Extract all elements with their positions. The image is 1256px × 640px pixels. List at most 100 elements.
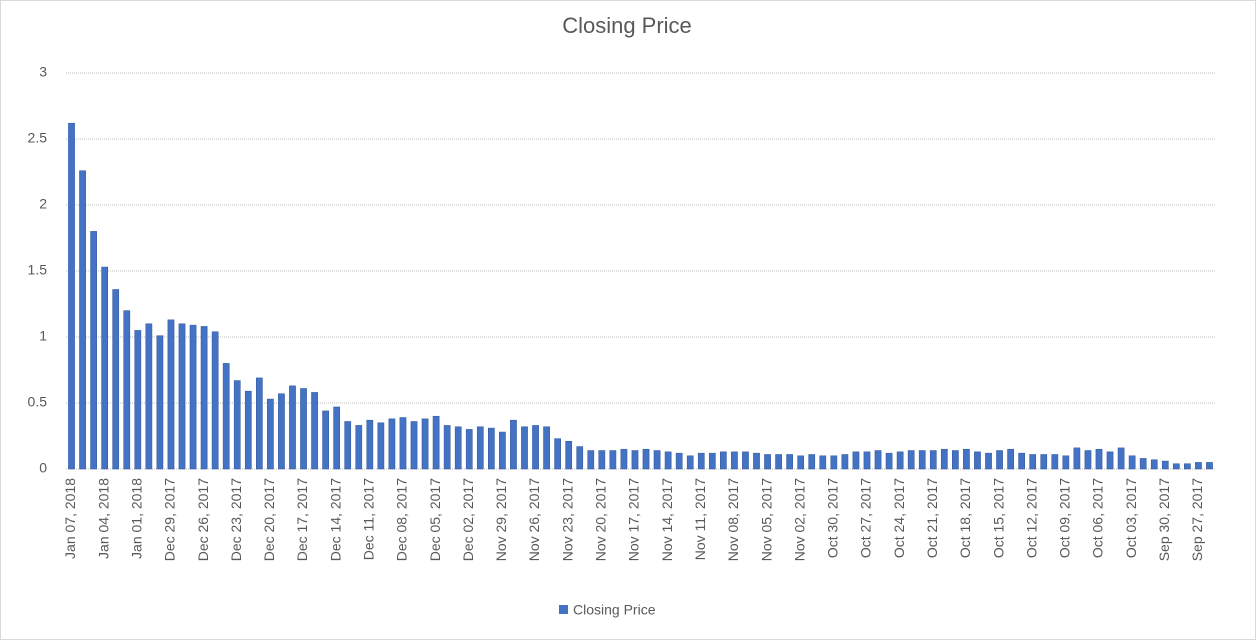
x-tick-label: Nov 26, 2017 [526, 478, 542, 561]
x-tick-label: Jan 07, 2018 [62, 478, 78, 559]
bar [1095, 448, 1103, 470]
bar [1007, 448, 1014, 470]
x-tick-label: Oct 21, 2017 [924, 478, 940, 558]
bar [244, 390, 252, 470]
y-tick-label: 3 [39, 64, 47, 80]
bar [1029, 454, 1037, 470]
bar [510, 419, 517, 470]
bar [1195, 462, 1202, 470]
bar [123, 310, 131, 470]
x-tick-label: Oct 03, 2017 [1123, 478, 1139, 558]
bar [532, 425, 539, 470]
bar [841, 454, 849, 470]
bar [565, 441, 573, 470]
bar [399, 417, 407, 470]
bar [918, 450, 926, 470]
x-tick-label: Sep 27, 2017 [1189, 478, 1205, 562]
bar [134, 330, 142, 470]
x-tick-label: Dec 17, 2017 [294, 478, 310, 561]
bar [521, 426, 528, 470]
bar [421, 418, 429, 470]
bar [963, 448, 970, 470]
bar [940, 448, 948, 470]
x-tick-label: Nov 02, 2017 [791, 478, 807, 561]
bar [731, 451, 738, 470]
bar [1106, 451, 1114, 470]
bar [344, 421, 352, 470]
x-tick-label: Nov 11, 2017 [692, 478, 708, 560]
bar [620, 448, 628, 470]
bar [333, 406, 341, 470]
x-tick-label: Dec 20, 2017 [261, 478, 277, 561]
bar [885, 452, 893, 470]
bar [355, 425, 363, 470]
x-tick-label: Nov 20, 2017 [593, 478, 609, 561]
y-tick-label: 0.5 [28, 394, 48, 410]
legend-label: Closing Price [573, 602, 656, 618]
x-tick-label: Dec 26, 2017 [195, 478, 211, 561]
bar [874, 450, 882, 470]
x-tick-label: Jan 04, 2018 [95, 478, 111, 559]
x-tick-label: Oct 15, 2017 [990, 478, 1006, 558]
bar [1128, 455, 1136, 470]
bar [278, 393, 285, 470]
bar [543, 426, 550, 470]
bar [797, 455, 805, 470]
legend-swatch [559, 605, 568, 614]
x-tick-label: Sep 30, 2017 [1156, 478, 1172, 562]
bar [664, 451, 672, 470]
bar [112, 289, 120, 470]
bar [267, 398, 274, 470]
bar [1062, 455, 1070, 470]
bar [985, 452, 992, 470]
bar [764, 454, 771, 470]
bar [1073, 447, 1081, 470]
x-tick-label: Jan 01, 2018 [129, 478, 145, 559]
bar [907, 450, 915, 470]
x-tick-label: Oct 18, 2017 [957, 478, 973, 558]
bar [786, 454, 793, 470]
bar [819, 455, 827, 470]
bar [1051, 454, 1059, 470]
bar [233, 380, 241, 470]
bar [465, 429, 473, 470]
bar [742, 451, 749, 470]
bar [300, 388, 307, 470]
bar [974, 451, 981, 470]
x-tick-label: Dec 14, 2017 [327, 478, 343, 561]
bar [90, 231, 97, 470]
y-tick-label: 2.5 [28, 130, 48, 146]
bar [68, 122, 75, 470]
bar [896, 451, 904, 470]
bar [311, 392, 318, 470]
bar [1206, 462, 1213, 470]
bar [576, 446, 584, 470]
bar [79, 170, 86, 470]
bar [609, 450, 617, 470]
bar [289, 385, 296, 470]
y-tick-label: 2 [39, 196, 47, 212]
bar [377, 422, 385, 470]
bar [366, 419, 374, 470]
bar [1117, 447, 1125, 470]
bar [830, 455, 838, 470]
bar [720, 451, 727, 470]
x-tick-label: Nov 23, 2017 [559, 478, 575, 561]
x-tick-label: Nov 17, 2017 [626, 478, 642, 561]
x-tick-label: Oct 27, 2017 [858, 478, 874, 558]
bar [189, 324, 197, 470]
bar [178, 323, 186, 470]
x-tick-label: Nov 05, 2017 [758, 478, 774, 561]
x-tick-label: Dec 23, 2017 [228, 478, 244, 561]
y-tick-label: 0 [39, 460, 47, 476]
y-tick-label: 1 [39, 328, 47, 344]
bar [388, 418, 396, 470]
x-tick-label: Nov 29, 2017 [493, 478, 509, 561]
bar [454, 426, 462, 470]
bar [488, 427, 495, 470]
bar [432, 415, 440, 470]
x-tick-label: Oct 30, 2017 [825, 478, 841, 558]
bar [1150, 459, 1158, 470]
